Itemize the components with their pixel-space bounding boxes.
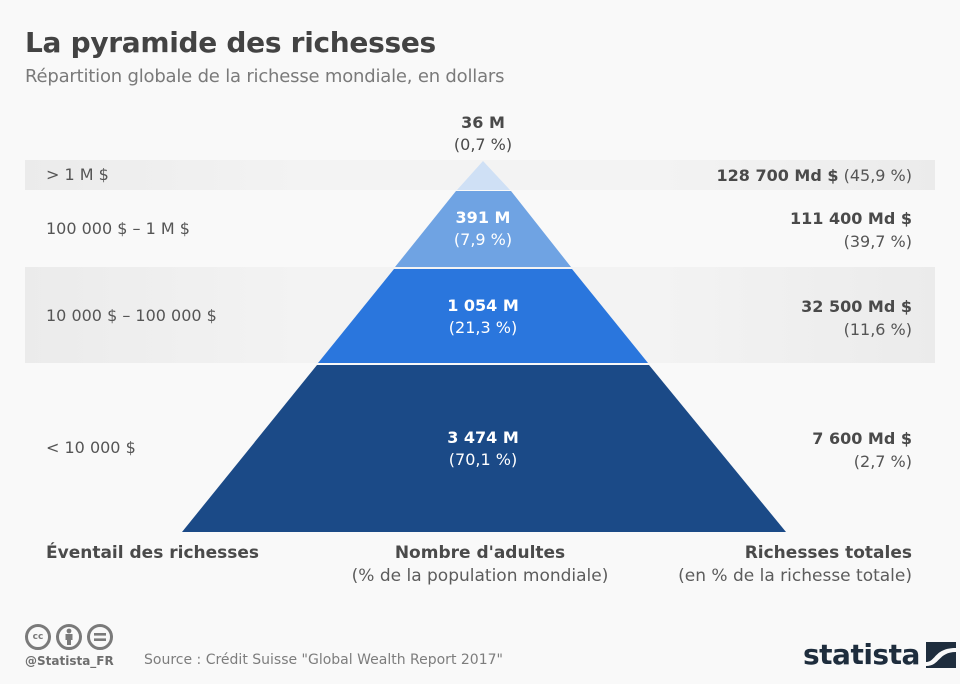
no-derivatives-icon xyxy=(87,624,113,650)
range-label-tier-4: < 10 000 $ xyxy=(46,438,136,457)
wealth-pct: (2,7 %) xyxy=(853,452,912,471)
wealth-amount: 111 400 Md $ xyxy=(789,209,912,228)
social-handle[interactable]: @Statista_FR xyxy=(25,654,114,668)
wealth-amount: 128 700 Md $ xyxy=(716,166,839,185)
chart-subtitle: Répartition globale de la richesse mondi… xyxy=(25,66,505,87)
column-heading-right: Richesses totales (en % de la richesse t… xyxy=(678,543,912,586)
wealth-label-tier-1: 128 700 Md $ (45,9 %) xyxy=(716,164,912,187)
license-icons[interactable]: cc xyxy=(25,624,113,650)
statista-logo[interactable]: statista xyxy=(803,638,956,671)
wealth-label-tier-2: 111 400 Md $ (39,7 %) xyxy=(790,207,912,253)
adults-count: 3 474 M xyxy=(447,428,519,447)
adults-count: 391 M xyxy=(455,208,511,227)
wealth-label-tier-4: 7 600 Md $ (2,7 %) xyxy=(812,427,912,473)
range-label-tier-3: 10 000 $ – 100 000 $ xyxy=(46,306,217,325)
adults-pct: (21,3 %) xyxy=(448,318,518,337)
chart-title: La pyramide des richesses xyxy=(25,26,436,59)
adults-count: 1 054 M xyxy=(447,296,519,315)
adults-label-tier-4: 3 474 M (70,1 %) xyxy=(333,427,633,471)
column-heading-center: Nombre d'adultes (% de la population mon… xyxy=(351,543,609,586)
wealth-pct: (39,7 %) xyxy=(843,232,912,251)
brand-wordmark: statista xyxy=(803,638,920,671)
range-label-tier-2: 100 000 $ – 1 M $ xyxy=(46,219,190,238)
adults-label-tier-1: 36 M (0,7 %) xyxy=(333,112,633,156)
wealth-amount: 7 600 Md $ xyxy=(812,429,912,448)
adults-pct: (0,7 %) xyxy=(453,135,513,154)
attribution-icon xyxy=(56,624,82,650)
wealth-pct: (45,9 %) xyxy=(843,166,912,185)
adults-count: 36 M xyxy=(461,113,505,132)
adults-label-tier-2: 391 M (7,9 %) xyxy=(333,207,633,251)
wealth-amount: 32 500 Md $ xyxy=(801,297,912,316)
column-heading-left: Éventail des richesses xyxy=(46,543,260,563)
wealth-pct: (11,6 %) xyxy=(843,320,912,339)
adults-pct: (70,1 %) xyxy=(448,450,518,469)
adults-pct: (7,9 %) xyxy=(453,230,513,249)
range-label-tier-1: > 1 M $ xyxy=(46,165,109,184)
wealth-label-tier-3: 32 500 Md $ (11,6 %) xyxy=(801,295,912,341)
source-link[interactable]: Source : Crédit Suisse "Global Wealth Re… xyxy=(144,652,503,668)
statista-mark-icon xyxy=(925,641,956,668)
cc-icon: cc xyxy=(25,624,51,650)
adults-label-tier-3: 1 054 M (21,3 %) xyxy=(333,295,633,339)
